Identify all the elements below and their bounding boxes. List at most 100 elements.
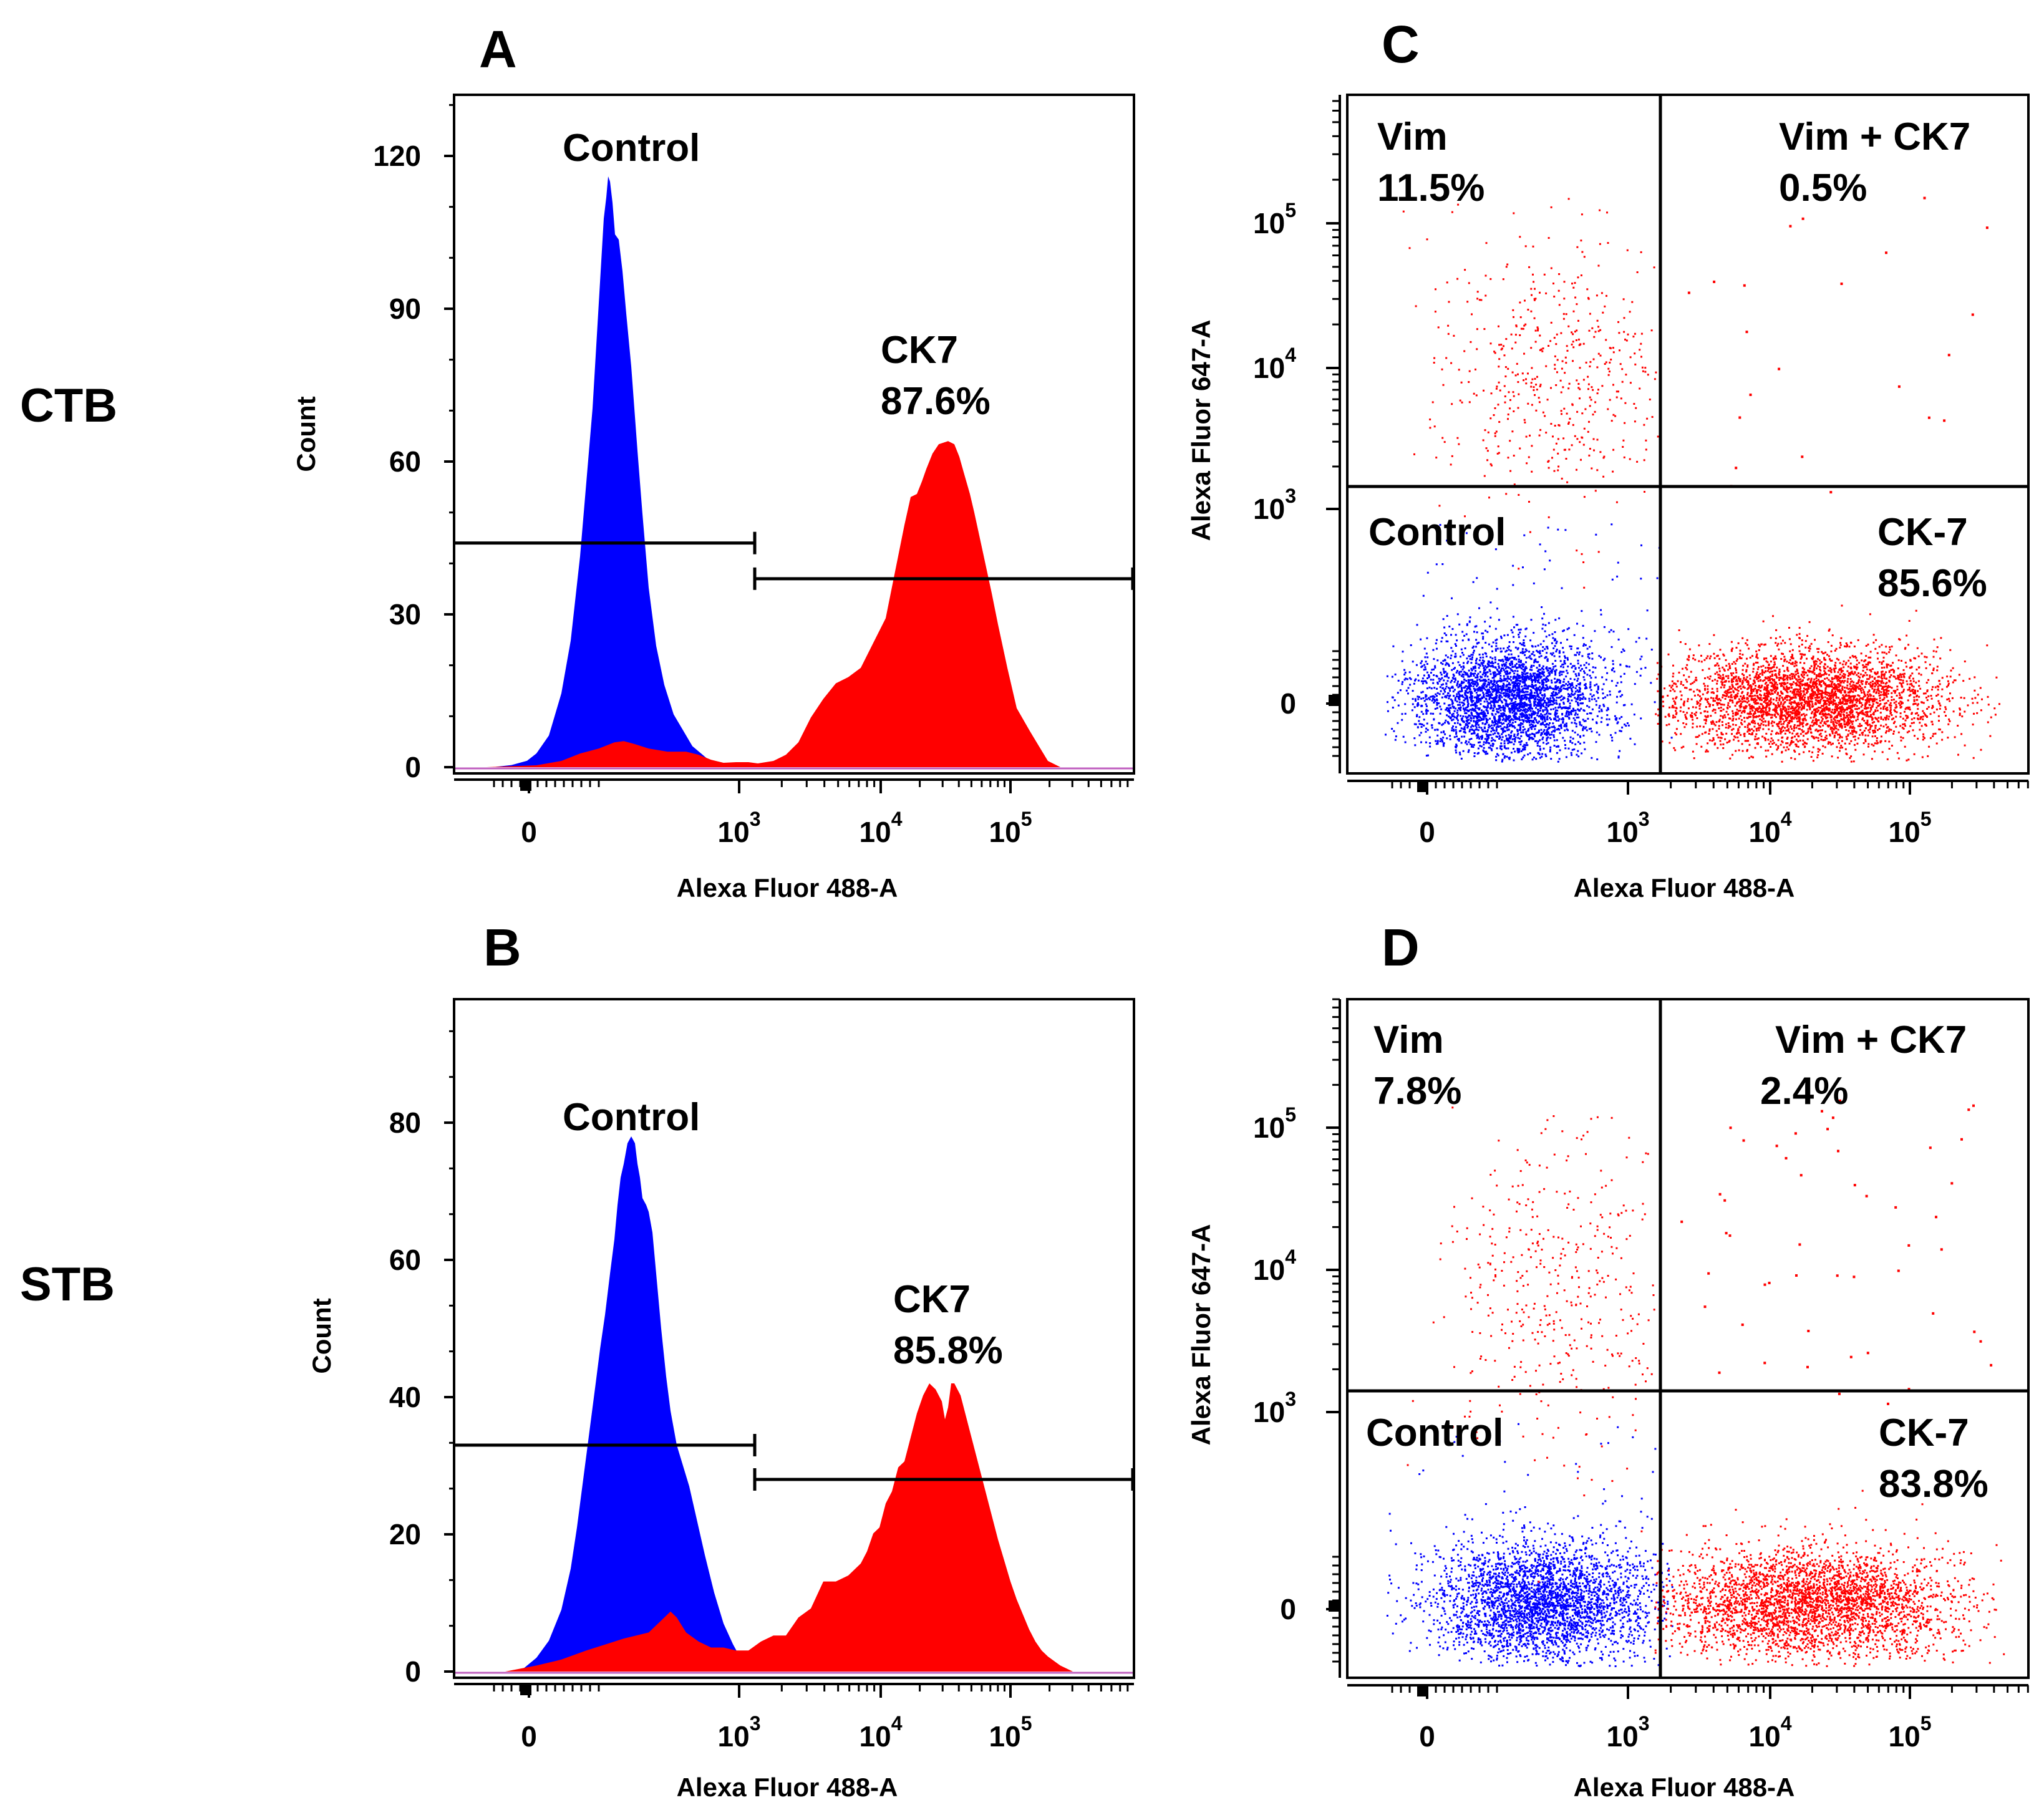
y-tick-label: 20: [389, 1518, 421, 1551]
panel-d: D 0 103 104 105 0 103 104 105 Alexa Fluor 647-A…: [1186, 918, 2030, 1802]
ck7-annotation-percent: 85.8%: [893, 1329, 1003, 1372]
y-tick-label: 60: [389, 1244, 421, 1276]
x-tick-label: 105: [1889, 1712, 1932, 1753]
x-zero-marker: [1417, 781, 1428, 792]
ck7-histogram: [505, 1383, 1073, 1672]
x-tick-label: 105: [989, 808, 1032, 848]
y-zero-marker: [1329, 695, 1340, 706]
quadrant-ur-percent: 0.5%: [1779, 167, 1867, 210]
y-tick-label: 0: [1280, 1593, 1296, 1625]
x-tick-label: 0: [521, 816, 537, 848]
quadrant-lr-percent: 85.6%: [1877, 562, 1987, 605]
panel-b: B 0 20 40 60 80 0 103 104 105 Count Alexa Fluor …: [307, 918, 1135, 1802]
panel-label: B: [483, 918, 521, 977]
x-tick-label: 105: [989, 1712, 1032, 1753]
panel-label: A: [479, 20, 517, 79]
x-tick-label: 0: [521, 1720, 537, 1753]
quadrant-lr-percent: 83.8%: [1879, 1463, 1988, 1506]
control-events: [1386, 1503, 1673, 1667]
row-label-stb: STB: [20, 1258, 115, 1311]
ck7-events: [1655, 604, 2000, 763]
plot-frame: [1346, 94, 2030, 775]
quadrant-ur-label: Vim + CK7: [1779, 115, 1970, 158]
y-tick-label: 80: [389, 1106, 421, 1139]
quadrant-ul-percent: 7.8%: [1373, 1070, 1461, 1113]
x-tick-label: 103: [718, 808, 761, 848]
panel-label: C: [1382, 15, 1420, 74]
y-tick-label: 104: [1253, 344, 1296, 384]
quadrant-ll-label: Control: [1366, 1411, 1503, 1454]
plot-frame: [1346, 998, 2030, 1679]
y-tick-label: 103: [1253, 485, 1296, 525]
gate-negative: [454, 1434, 757, 1456]
x-tick-label: 104: [1749, 1712, 1792, 1753]
x-tick-label: 103: [1607, 808, 1650, 848]
quadrant-ur-label: Vim + CK7: [1775, 1019, 1967, 1062]
scatter-c: 0 103 104 105 0 103 104 105: [1253, 95, 2029, 848]
panel-a: A 0 30 60 90 120 0 103 104 105 Count Alexa Fluor…: [291, 20, 1135, 903]
y-tick-label: 40: [389, 1381, 421, 1413]
y-tick-label: 0: [1280, 687, 1296, 720]
control-histogram: [511, 1136, 748, 1672]
ck7-events: [1654, 1489, 2005, 1667]
x-tick-label: 103: [1607, 1712, 1650, 1753]
quadrant-lr-label: CK-7: [1879, 1411, 1969, 1454]
y-tick-label: 0: [405, 1655, 421, 1688]
vim-events: [1407, 1106, 1655, 1583]
x-axis-label: Alexa Fluor 488-A: [677, 873, 898, 903]
x-axis-label: Alexa Fluor 488-A: [1574, 1773, 1795, 1802]
quadrant-ll-label: Control: [1368, 511, 1506, 554]
x-tick-label: 104: [1749, 808, 1792, 848]
y-tick-label: 60: [389, 445, 421, 478]
y-tick-label: 90: [389, 293, 421, 325]
plot-frame: [453, 998, 1135, 1679]
quadrant-lr-label: CK-7: [1877, 511, 1968, 554]
histogram-a: 0 30 60 90 120 0 103 104 105: [373, 104, 1135, 848]
x-tick-label: 104: [860, 808, 903, 848]
y-tick-label: 0: [405, 751, 421, 783]
x-tick-label: 103: [718, 1712, 761, 1753]
histogram-b: 0 20 40 60 80 0 103 104 105: [389, 1030, 1135, 1753]
control-scatter-outliers: [1422, 523, 1660, 688]
vim-events: [1402, 198, 1659, 589]
y-tick-label: 105: [1253, 1103, 1296, 1144]
scatter-d: 0 103 104 105 0 103 104 105: [1253, 998, 2029, 1753]
y-tick-label: 30: [389, 598, 421, 631]
control-annotation: Control: [563, 1096, 700, 1139]
ck7-annotation-percent: 87.6%: [881, 380, 991, 423]
y-axis-label: Alexa Fluor 647-A: [1186, 320, 1216, 541]
y-tick-label: 105: [1253, 199, 1296, 240]
y-tick-label: 104: [1253, 1246, 1296, 1286]
control-events: [1385, 601, 1673, 763]
gate-negative: [454, 531, 757, 554]
x-tick-label: 0: [1419, 816, 1435, 848]
quadrant-ur-percent: 2.4%: [1760, 1070, 1848, 1113]
control-annotation: Control: [563, 127, 700, 170]
y-tick-label: 103: [1253, 1388, 1296, 1428]
ck7-histogram: [487, 441, 1060, 767]
row-label-ctb: CTB: [20, 379, 117, 432]
control-histogram: [493, 176, 717, 767]
plot-frame: [453, 94, 1135, 775]
y-axis-label: Alexa Fluor 647-A: [1186, 1224, 1216, 1446]
vim-ck7-events: [1687, 196, 1988, 494]
panel-c: C 0 103 104 105 0 103 104 105 Alexa Fluor 647-A…: [1186, 15, 2030, 903]
x-zero-marker: [520, 780, 531, 791]
y-tick-label: 120: [373, 140, 421, 172]
x-axis-label: Alexa Fluor 488-A: [1574, 873, 1795, 903]
x-axis-label: Alexa Fluor 488-A: [677, 1773, 898, 1802]
y-axis-label: Count: [307, 1298, 336, 1373]
panel-label: D: [1382, 918, 1420, 977]
ck7-annotation-label: CK7: [881, 329, 958, 372]
quadrant-ul-percent: 11.5%: [1377, 167, 1485, 210]
quadrant-ul-label: Vim: [1373, 1019, 1444, 1062]
ck7-annotation-label: CK7: [893, 1278, 971, 1321]
x-tick-label: 105: [1889, 808, 1932, 848]
x-zero-marker: [520, 1684, 531, 1695]
quadrant-ul-label: Vim: [1377, 115, 1448, 158]
x-tick-label: 104: [860, 1712, 903, 1753]
vim-ck7-events: [1680, 1099, 1993, 1405]
y-axis-label: Count: [291, 396, 321, 472]
y-zero-marker: [1329, 1600, 1340, 1612]
